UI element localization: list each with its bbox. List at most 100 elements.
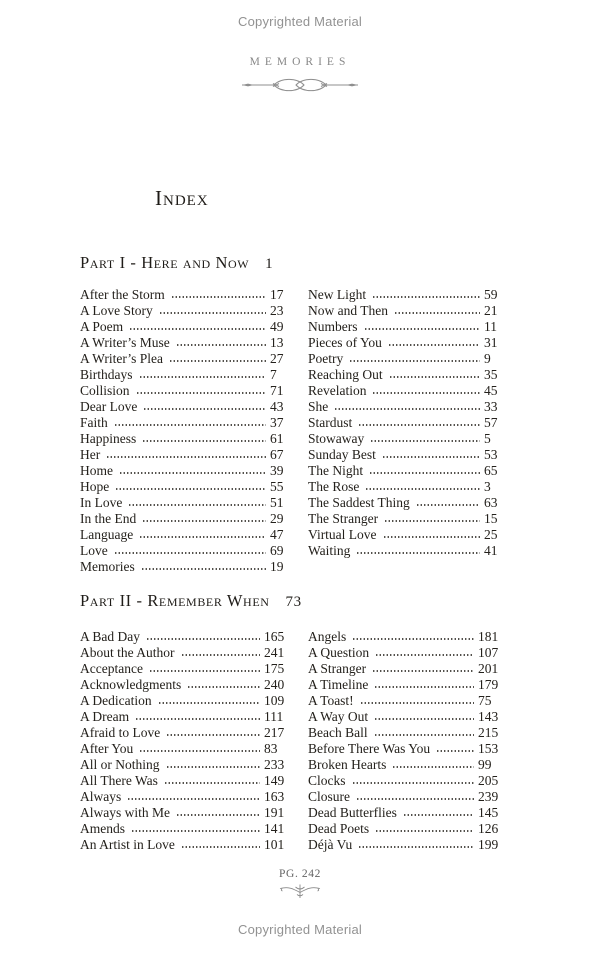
- dot-leader: [402, 813, 474, 817]
- copyright-notice-top: Copyrighted Material: [238, 14, 362, 29]
- entry-title: A Way Out: [308, 709, 369, 724]
- entry-page-number: 55: [270, 479, 284, 494]
- dot-leader: [139, 535, 266, 539]
- index-entry: After You 83: [80, 741, 292, 757]
- entry-page-number: 141: [264, 821, 285, 836]
- entry-title: A Poem: [80, 319, 124, 334]
- entry-page-number: 53: [484, 447, 498, 462]
- dot-leader: [351, 781, 474, 785]
- index-entry: A Question 107: [308, 645, 506, 661]
- entry-page-number: 25: [484, 527, 498, 542]
- entry-page-number: 109: [264, 693, 285, 708]
- entry-page-number: 126: [478, 821, 499, 836]
- entry-page-number: 239: [478, 789, 499, 804]
- index-entry: Hope 55: [80, 479, 292, 495]
- dot-leader: [113, 423, 266, 427]
- entry-page-number: 17: [270, 287, 284, 302]
- entry-page-number: 153: [478, 741, 499, 756]
- entry-title: Beach Ball: [308, 725, 368, 740]
- entry-title: Déjà Vu: [308, 837, 353, 852]
- entry-page-number: 49: [270, 319, 284, 334]
- entry-title: In Love: [80, 495, 123, 510]
- dot-leader: [334, 407, 480, 411]
- fleuron-icon: [0, 883, 600, 901]
- index-entry: Always with Me 191: [80, 805, 292, 821]
- dot-leader: [374, 717, 474, 721]
- dot-leader: [135, 391, 266, 395]
- entry-title: A Writer’s Plea: [80, 351, 163, 366]
- dot-leader: [142, 519, 266, 523]
- dot-leader: [180, 653, 260, 657]
- entry-title: Hope: [80, 479, 110, 494]
- entry-page-number: 205: [478, 773, 499, 788]
- index-entry: Pieces of You 31: [308, 335, 506, 351]
- index-entry: Amends 141: [80, 821, 292, 837]
- entry-page-number: 63: [484, 495, 498, 510]
- dot-leader: [115, 487, 266, 491]
- entry-page-number: 143: [478, 709, 499, 724]
- entry-page-number: 165: [264, 629, 285, 644]
- entry-page-number: 57: [484, 415, 498, 430]
- index-entry: A Dream 111: [80, 709, 292, 725]
- entry-page-number: 61: [270, 431, 284, 446]
- dot-leader: [176, 813, 260, 817]
- dot-leader: [129, 327, 266, 331]
- entry-title: A Stranger: [308, 661, 367, 676]
- entry-title: Pieces of You: [308, 335, 382, 350]
- dot-leader: [175, 343, 266, 347]
- entry-title: An Artist in Love: [80, 837, 175, 852]
- index-entry: A Dedication 109: [80, 693, 292, 709]
- entry-page-number: 83: [264, 741, 278, 756]
- entry-page-number: 107: [478, 645, 499, 660]
- index-entry: Happiness 61: [80, 431, 292, 447]
- entry-page-number: 240: [264, 677, 285, 692]
- index-entry: Faith 37: [80, 415, 292, 431]
- entry-title: After the Storm: [80, 287, 165, 302]
- index-entry: Stardust 57: [308, 415, 506, 431]
- index-entry: An Artist in Love 101: [80, 837, 292, 853]
- dot-leader: [387, 343, 480, 347]
- entry-title: The Night: [308, 463, 364, 478]
- entry-title: Dead Poets: [308, 821, 370, 836]
- part1-left-column: After the Storm 17 A Love Story 23 A Poe…: [80, 287, 292, 575]
- index-entry: Afraid to Love 217: [80, 725, 292, 741]
- book-title: MEMORIES: [249, 56, 351, 68]
- dot-leader: [138, 375, 266, 379]
- entry-title: Always: [80, 789, 122, 804]
- index-entry: The Night 65: [308, 463, 506, 479]
- index-entry: Reaching Out 35: [308, 367, 506, 383]
- index-entry: Angels 181: [308, 629, 506, 645]
- copyright-notice-bottom: Copyrighted Material: [238, 922, 362, 937]
- entry-title: The Saddest Thing: [308, 495, 410, 510]
- dot-leader: [352, 637, 474, 641]
- entry-title: Sunday Best: [308, 447, 376, 462]
- index-entry: In Love 51: [80, 495, 292, 511]
- dot-leader: [372, 669, 474, 673]
- index-entry: Home 39: [80, 463, 292, 479]
- dot-leader: [128, 503, 266, 507]
- index-entry: A Poem 49: [80, 319, 292, 335]
- index-entry: Waiting 41: [308, 543, 506, 559]
- entry-page-number: 101: [264, 837, 285, 852]
- part1-start-page: 1: [265, 256, 274, 272]
- entry-page-number: 47: [270, 527, 284, 542]
- dot-leader: [381, 455, 480, 459]
- part1-heading: Part I - Here and Now 1: [80, 253, 273, 273]
- dot-leader: [119, 471, 266, 475]
- dot-leader: [131, 829, 260, 833]
- dot-leader: [384, 519, 480, 523]
- index-entry: A Stranger 201: [308, 661, 506, 677]
- dot-leader: [375, 653, 474, 657]
- index-entry: All There Was 149: [80, 773, 292, 789]
- index-entry: The Rose 3: [308, 479, 506, 495]
- dot-leader: [349, 359, 480, 363]
- dot-leader: [165, 765, 260, 769]
- dot-leader: [388, 375, 480, 379]
- part1-heading-label: Part I - Here and Now: [80, 253, 250, 272]
- entry-title: Before There Was You: [308, 741, 431, 756]
- index-entry: Broken Hearts 99: [308, 757, 506, 773]
- entry-page-number: 71: [270, 383, 284, 398]
- entry-title: Always with Me: [80, 805, 170, 820]
- dot-leader: [157, 701, 260, 705]
